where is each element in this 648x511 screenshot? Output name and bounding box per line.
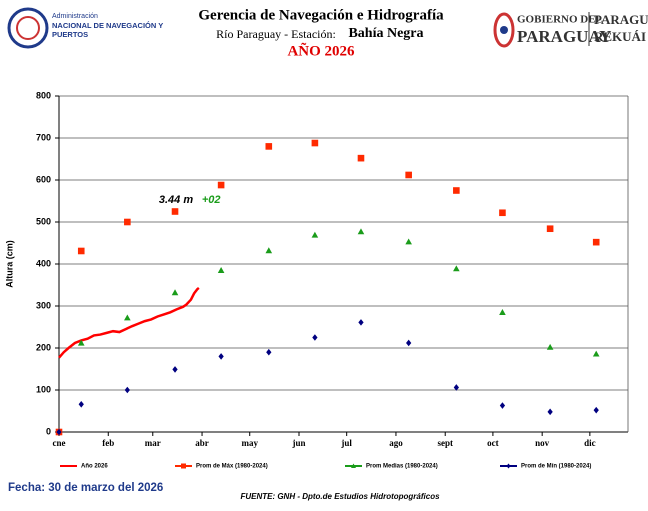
x-tick-label: cne (53, 438, 66, 448)
logo-seal-inner (16, 16, 40, 40)
marker-square (405, 171, 412, 179)
marker-square (77, 247, 85, 255)
marker-triangle (546, 343, 554, 350)
marker-triangle (592, 350, 600, 357)
marker-square (265, 143, 273, 150)
x-tick-label: nov (535, 438, 550, 448)
marker-diamond (56, 428, 62, 436)
marker-diamond (266, 348, 272, 356)
marker-diamond (172, 366, 178, 373)
source: FUENTE: GNH - Dpto.de Estudios Hidrotopo… (240, 492, 440, 501)
y-tick-label: 100 (36, 384, 51, 394)
x-tick-label: mar (145, 438, 161, 448)
logo-text: NACIONAL DE NAVEGACIÓN Y (52, 21, 163, 30)
logo-text: GOBIERNO DEL (517, 14, 603, 26)
x-tick-label: may (241, 438, 258, 448)
marker-diamond (358, 319, 364, 326)
y-tick-label: 200 (36, 342, 51, 352)
marker-triangle (171, 289, 179, 296)
logo-text: Administración (52, 13, 98, 20)
marker-diamond (453, 384, 459, 391)
marker-diamond (547, 408, 553, 416)
marker-square (453, 187, 460, 194)
x-tick-label: feb (102, 438, 114, 448)
logo-text: PARAGUÁI (594, 12, 648, 27)
marker-square (171, 208, 179, 215)
marker-square (124, 218, 131, 226)
x-tick-label: ago (389, 438, 403, 448)
x-tick-label: oct (487, 438, 499, 448)
legend-label: Prom de Mín (1980-2024) (521, 464, 591, 470)
marker-square (592, 238, 600, 246)
logo-text: REKUÁI (594, 29, 646, 44)
marker-triangle (357, 228, 365, 235)
marker-triangle (351, 463, 356, 468)
annotation-change: +02 (202, 194, 221, 206)
annotation: 3.44 m (159, 194, 193, 206)
marker-square (311, 139, 319, 147)
marker-triangle (311, 231, 319, 238)
x-tick-label: dic (584, 438, 596, 448)
marker-diamond (78, 400, 84, 408)
y-tick-label: 400 (36, 258, 51, 268)
logo-emblem-center (500, 26, 508, 34)
year: AÑO 2026 (287, 41, 355, 59)
marker-triangle (217, 267, 225, 273)
marker-square (499, 209, 506, 217)
legend-label: Prom Medias (1980-2024) (366, 464, 438, 470)
y-tick-label: 500 (36, 216, 51, 226)
date: Fecha: 30 de marzo del 2026 (8, 482, 163, 494)
marker-diamond (312, 334, 318, 341)
y-tick-label: 300 (36, 300, 51, 310)
marker-diamond (406, 339, 412, 347)
marker-diamond (124, 386, 130, 394)
marker-triangle (77, 339, 85, 346)
marker-square (181, 463, 186, 469)
marker-triangle (453, 265, 460, 272)
legend-label: Prom de Máx (1980-2024) (196, 464, 268, 470)
marker-triangle (405, 238, 412, 245)
y-tick-label: 700 (36, 132, 51, 142)
station: Bahía Negra (348, 26, 423, 41)
series-line (58, 286, 200, 359)
subtitle: Río Paraguay - Estación: (216, 27, 336, 41)
marker-diamond (593, 406, 599, 414)
x-tick-label: jul (340, 438, 352, 448)
title: Gerencia de Navegación e Hidrografía (198, 7, 444, 23)
logo-text: PARAGUAY (517, 27, 611, 46)
logo-text: PUERTOS (52, 30, 88, 39)
marker-triangle (499, 309, 506, 315)
legend-label: Año 2026 (81, 464, 108, 470)
marker-triangle (265, 247, 273, 254)
marker-square (357, 154, 365, 162)
y-axis-label: Altura (cm) (4, 240, 14, 288)
x-tick-label: abr (195, 438, 209, 448)
y-tick-label: 0 (46, 426, 51, 436)
y-tick-label: 800 (36, 90, 51, 100)
marker-diamond (499, 402, 506, 409)
x-tick-label: sept (437, 438, 453, 448)
marker-diamond (218, 353, 224, 360)
marker-triangle (124, 314, 131, 321)
x-tick-label: jun (291, 438, 305, 448)
y-tick-label: 600 (36, 174, 51, 184)
marker-square (546, 225, 554, 233)
marker-diamond (506, 463, 511, 469)
marker-square (217, 181, 225, 189)
